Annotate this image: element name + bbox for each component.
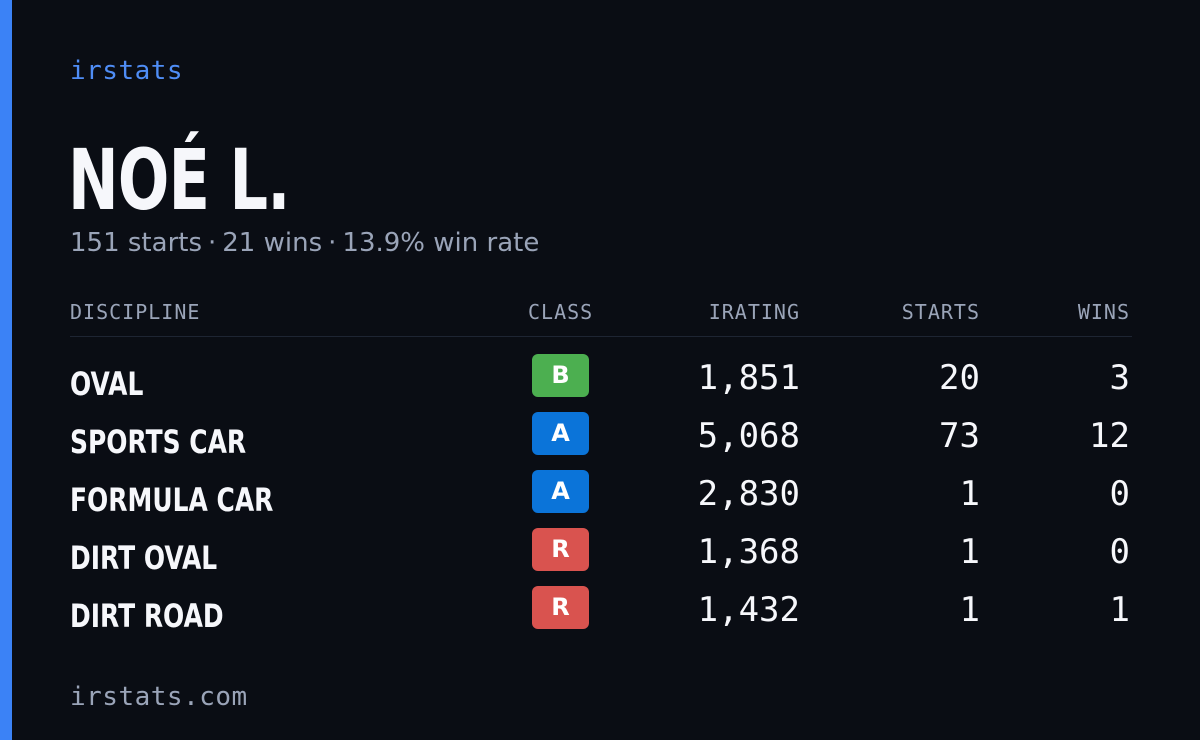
starts-value: 20 — [939, 358, 980, 398]
summary-starts: 151 starts — [70, 228, 202, 258]
class-badge: B — [532, 354, 589, 397]
footer-domain: irstats.com — [70, 682, 248, 712]
wins-value: 3 — [1109, 358, 1130, 398]
discipline-label: DIRT ROAD — [70, 597, 224, 635]
discipline-label: FORMULA CAR — [70, 481, 274, 519]
stats-table-body: OVAL B 1,851 20 3 SPORTS CAR A 5,068 73 … — [70, 352, 1132, 642]
class-badge: R — [532, 586, 589, 629]
table-row-formula-car: FORMULA CAR A 2,830 1 0 — [70, 468, 1132, 526]
irating-value: 1,432 — [697, 590, 800, 630]
wins-value: 0 — [1109, 474, 1130, 514]
summary-wins: 21 wins — [222, 228, 323, 258]
wins-value: 1 — [1109, 590, 1130, 630]
starts-value: 1 — [959, 532, 980, 572]
class-badge: A — [532, 412, 589, 455]
header-wins: WINS — [1077, 300, 1130, 324]
summary-win-rate: 13.9% win rate — [342, 228, 540, 258]
accent-bar — [0, 0, 12, 740]
driver-name: NOÉ L. — [68, 131, 290, 229]
wins-value: 12 — [1089, 416, 1130, 456]
table-row-dirt-oval: DIRT OVAL R 1,368 1 0 — [70, 526, 1132, 584]
header-irating: IRATING — [708, 300, 800, 324]
discipline-label: SPORTS CAR — [70, 423, 247, 461]
summary-separator: · — [328, 228, 337, 258]
irating-value: 1,368 — [697, 532, 800, 572]
starts-value: 73 — [939, 416, 980, 456]
table-row-sports-car: SPORTS CAR A 5,068 73 12 — [70, 410, 1132, 468]
stats-table-header: DISCIPLINE CLASS IRATING STARTS WINS — [70, 298, 1132, 337]
header-class: CLASS — [528, 300, 594, 324]
irating-value: 2,830 — [697, 474, 800, 514]
header-starts: STARTS — [901, 300, 980, 324]
wins-value: 0 — [1109, 532, 1130, 572]
summary-separator: · — [208, 228, 217, 258]
irating-value: 1,851 — [697, 358, 800, 398]
class-badge: A — [532, 470, 589, 513]
brand-logo-text: irstats — [70, 56, 184, 86]
table-row-dirt-road: DIRT ROAD R 1,432 1 1 — [70, 584, 1132, 642]
discipline-label: DIRT OVAL — [70, 539, 218, 577]
class-badge: R — [532, 528, 589, 571]
table-row-oval: OVAL B 1,851 20 3 — [70, 352, 1132, 410]
discipline-label: OVAL — [70, 365, 144, 403]
driver-summary: 151 starts · 21 wins · 13.9% win rate — [70, 228, 539, 258]
header-discipline: DISCIPLINE — [70, 300, 201, 324]
irating-value: 5,068 — [697, 416, 800, 456]
starts-value: 1 — [959, 590, 980, 630]
starts-value: 1 — [959, 474, 980, 514]
